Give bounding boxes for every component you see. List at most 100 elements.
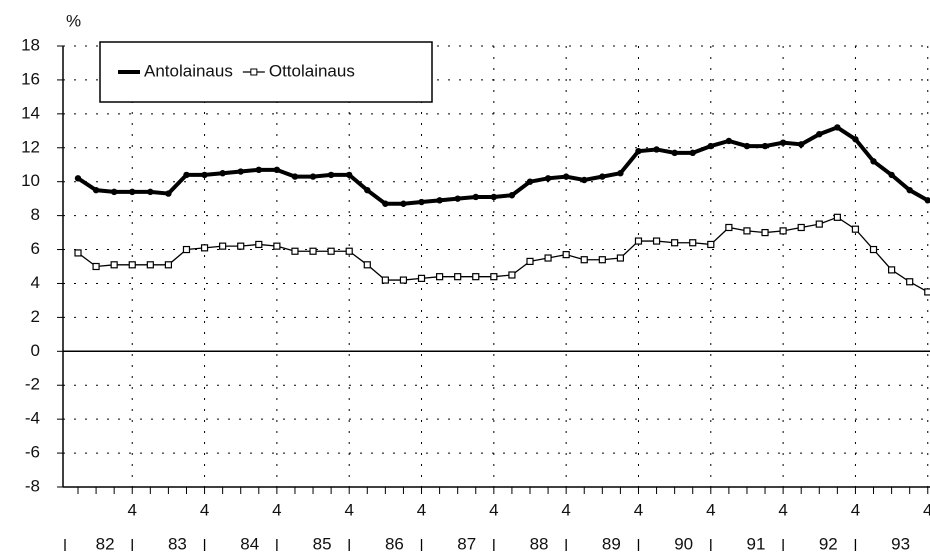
point xyxy=(652,237,661,245)
year-label: 85 xyxy=(313,534,332,552)
year-label: 89 xyxy=(602,534,621,552)
point xyxy=(382,200,389,207)
point xyxy=(906,186,913,194)
year-label: 86 xyxy=(385,534,404,552)
x-tick-label: 4 xyxy=(200,500,209,519)
point xyxy=(869,245,878,254)
x-tick-label: 4 xyxy=(706,500,715,519)
point xyxy=(562,173,570,180)
point xyxy=(707,240,715,249)
point xyxy=(743,142,751,150)
point xyxy=(255,166,262,174)
y-tick-label: 6 xyxy=(31,239,40,258)
y-tick-label: -4 xyxy=(25,409,40,428)
point xyxy=(146,261,154,269)
point xyxy=(924,288,930,296)
point xyxy=(906,278,914,286)
point xyxy=(490,193,498,201)
point xyxy=(436,197,443,204)
point xyxy=(834,124,841,131)
point xyxy=(580,256,588,264)
year-label: 88 xyxy=(530,534,549,552)
x-tick-label: 4 xyxy=(417,500,426,519)
point xyxy=(273,166,281,174)
point xyxy=(454,273,462,281)
point xyxy=(400,200,407,207)
point xyxy=(581,176,588,184)
point xyxy=(92,262,100,271)
point xyxy=(219,170,226,177)
point xyxy=(255,240,263,249)
point xyxy=(870,158,877,165)
point xyxy=(237,168,244,175)
point xyxy=(74,249,82,257)
point xyxy=(598,256,606,264)
point xyxy=(562,251,570,259)
point xyxy=(200,244,209,252)
point xyxy=(472,193,479,201)
year-label: 93 xyxy=(891,534,910,552)
point xyxy=(707,142,714,150)
point xyxy=(182,245,191,254)
point xyxy=(653,146,660,153)
point xyxy=(816,131,823,138)
point xyxy=(671,239,679,247)
point xyxy=(219,242,227,250)
point xyxy=(418,198,425,206)
point xyxy=(327,171,335,179)
legend-box xyxy=(99,41,433,103)
point xyxy=(165,190,172,197)
y-tick-label: 0 xyxy=(31,341,40,360)
year-label: 84 xyxy=(240,534,259,552)
point xyxy=(634,237,643,245)
series-line xyxy=(76,125,929,206)
point xyxy=(508,192,516,199)
point xyxy=(309,173,317,180)
point xyxy=(110,261,118,269)
y-axis-label: % xyxy=(66,11,81,30)
point xyxy=(599,173,606,180)
point xyxy=(833,213,841,221)
y-tick-label: 14 xyxy=(21,103,40,122)
point xyxy=(74,175,82,182)
point xyxy=(797,223,805,232)
point xyxy=(743,227,751,235)
y-tick-label: -2 xyxy=(25,375,40,394)
point xyxy=(346,171,353,179)
point xyxy=(472,273,480,281)
y-tick-label: 16 xyxy=(21,69,40,88)
point xyxy=(291,247,299,255)
x-tick-label: 4 xyxy=(128,500,137,519)
x-tick-label: 4 xyxy=(489,500,498,519)
point xyxy=(363,261,371,269)
x-tick-label: 4 xyxy=(778,500,787,519)
x-tick-label: 4 xyxy=(272,500,281,519)
y-tick-label: -6 xyxy=(25,443,40,462)
point xyxy=(761,142,769,150)
point xyxy=(779,139,787,146)
point xyxy=(183,171,190,179)
point xyxy=(490,273,498,281)
point xyxy=(924,197,930,204)
point xyxy=(852,136,859,143)
point xyxy=(761,228,769,237)
point xyxy=(345,247,353,255)
point xyxy=(273,242,281,250)
point xyxy=(110,188,118,196)
point xyxy=(164,261,172,269)
year-label: 83 xyxy=(168,534,187,552)
point xyxy=(92,186,100,194)
point xyxy=(237,242,245,250)
point xyxy=(635,147,642,155)
y-tick-label: 4 xyxy=(31,273,40,292)
year-label: 91 xyxy=(747,534,766,552)
point xyxy=(436,273,444,281)
point xyxy=(689,149,696,157)
point xyxy=(454,195,461,202)
x-tick-label: 4 xyxy=(561,500,570,519)
y-tick-label: 12 xyxy=(21,137,40,156)
point xyxy=(327,247,335,255)
x-tick-label: 4 xyxy=(851,500,860,519)
point xyxy=(201,171,208,179)
point xyxy=(508,271,516,279)
